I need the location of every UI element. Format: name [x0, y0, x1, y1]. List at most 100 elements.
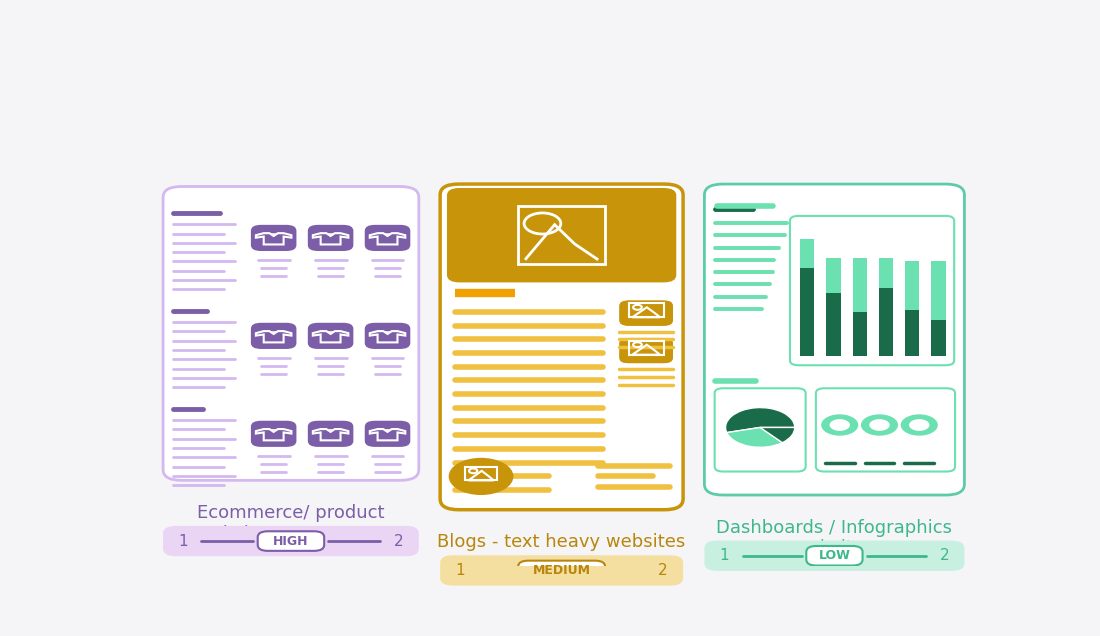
Polygon shape	[256, 233, 264, 238]
Polygon shape	[270, 233, 278, 236]
Polygon shape	[383, 233, 392, 236]
Bar	[826, 258, 840, 293]
Text: Ecommerce/ product
websites: Ecommerce/ product websites	[197, 504, 385, 543]
Polygon shape	[327, 331, 334, 334]
Bar	[518, 206, 605, 265]
Wedge shape	[869, 419, 890, 431]
FancyBboxPatch shape	[163, 186, 419, 480]
Wedge shape	[909, 419, 929, 431]
FancyBboxPatch shape	[447, 188, 676, 282]
Polygon shape	[320, 429, 341, 440]
Text: Blogs - text heavy websites: Blogs - text heavy websites	[438, 533, 685, 551]
Polygon shape	[397, 233, 405, 238]
Bar	[826, 293, 840, 356]
Polygon shape	[270, 429, 278, 432]
Bar	[852, 258, 867, 312]
Polygon shape	[312, 429, 320, 434]
Polygon shape	[370, 429, 377, 434]
FancyBboxPatch shape	[456, 464, 505, 488]
Polygon shape	[341, 429, 349, 434]
Wedge shape	[861, 414, 898, 436]
Text: MEDIUM: MEDIUM	[532, 564, 591, 577]
Text: 1: 1	[455, 563, 465, 578]
Polygon shape	[256, 331, 264, 336]
FancyBboxPatch shape	[365, 323, 410, 349]
FancyBboxPatch shape	[704, 184, 965, 495]
Wedge shape	[727, 427, 782, 447]
Polygon shape	[284, 331, 292, 336]
FancyBboxPatch shape	[251, 323, 296, 349]
FancyBboxPatch shape	[440, 184, 683, 509]
FancyBboxPatch shape	[816, 388, 955, 471]
FancyBboxPatch shape	[440, 555, 683, 586]
Polygon shape	[377, 331, 397, 342]
Text: 2: 2	[394, 534, 404, 549]
Text: 1: 1	[178, 534, 188, 549]
Polygon shape	[377, 233, 397, 244]
FancyBboxPatch shape	[619, 338, 673, 363]
Polygon shape	[327, 429, 334, 432]
FancyBboxPatch shape	[518, 561, 605, 580]
FancyBboxPatch shape	[163, 526, 419, 556]
Wedge shape	[760, 427, 794, 443]
Polygon shape	[264, 233, 284, 244]
Polygon shape	[327, 233, 334, 236]
FancyBboxPatch shape	[790, 216, 954, 365]
Polygon shape	[320, 331, 341, 342]
Bar	[905, 261, 920, 310]
Polygon shape	[320, 233, 341, 244]
Polygon shape	[377, 429, 397, 440]
Bar	[905, 310, 920, 356]
Bar	[852, 312, 867, 356]
FancyBboxPatch shape	[715, 388, 805, 471]
Polygon shape	[397, 331, 405, 336]
Polygon shape	[312, 233, 320, 238]
Bar	[465, 467, 497, 480]
Polygon shape	[370, 233, 377, 238]
Bar	[800, 239, 814, 268]
Text: 1: 1	[719, 548, 729, 563]
FancyBboxPatch shape	[806, 546, 862, 565]
Polygon shape	[370, 331, 377, 336]
Polygon shape	[284, 429, 292, 434]
FancyBboxPatch shape	[365, 225, 410, 251]
FancyBboxPatch shape	[365, 421, 410, 447]
FancyBboxPatch shape	[619, 338, 673, 363]
Wedge shape	[901, 414, 938, 436]
Polygon shape	[264, 429, 284, 440]
FancyBboxPatch shape	[308, 225, 353, 251]
Circle shape	[449, 458, 514, 495]
Polygon shape	[341, 233, 349, 238]
FancyBboxPatch shape	[704, 541, 965, 571]
Wedge shape	[726, 408, 794, 432]
Bar	[629, 303, 663, 317]
Text: LOW: LOW	[818, 550, 850, 562]
Bar	[879, 258, 893, 288]
Bar	[879, 288, 893, 356]
Text: HIGH: HIGH	[273, 535, 309, 548]
Polygon shape	[264, 331, 284, 342]
FancyBboxPatch shape	[257, 531, 324, 551]
FancyBboxPatch shape	[251, 421, 296, 447]
Polygon shape	[397, 429, 405, 434]
Wedge shape	[822, 414, 858, 436]
Bar	[932, 261, 946, 320]
Bar	[932, 320, 946, 356]
Text: Dashboards / Infographics
websites: Dashboards / Infographics websites	[716, 518, 953, 557]
Polygon shape	[312, 331, 320, 336]
Bar	[629, 341, 663, 355]
Polygon shape	[383, 429, 392, 432]
Polygon shape	[256, 429, 264, 434]
FancyBboxPatch shape	[619, 301, 673, 326]
Polygon shape	[383, 331, 392, 334]
FancyBboxPatch shape	[619, 301, 673, 326]
Wedge shape	[829, 419, 850, 431]
Text: 2: 2	[939, 548, 949, 563]
FancyBboxPatch shape	[308, 421, 353, 447]
FancyBboxPatch shape	[251, 225, 296, 251]
Bar	[800, 268, 814, 356]
Text: 2: 2	[658, 563, 668, 578]
Polygon shape	[270, 331, 278, 334]
FancyBboxPatch shape	[308, 323, 353, 349]
Polygon shape	[284, 233, 292, 238]
